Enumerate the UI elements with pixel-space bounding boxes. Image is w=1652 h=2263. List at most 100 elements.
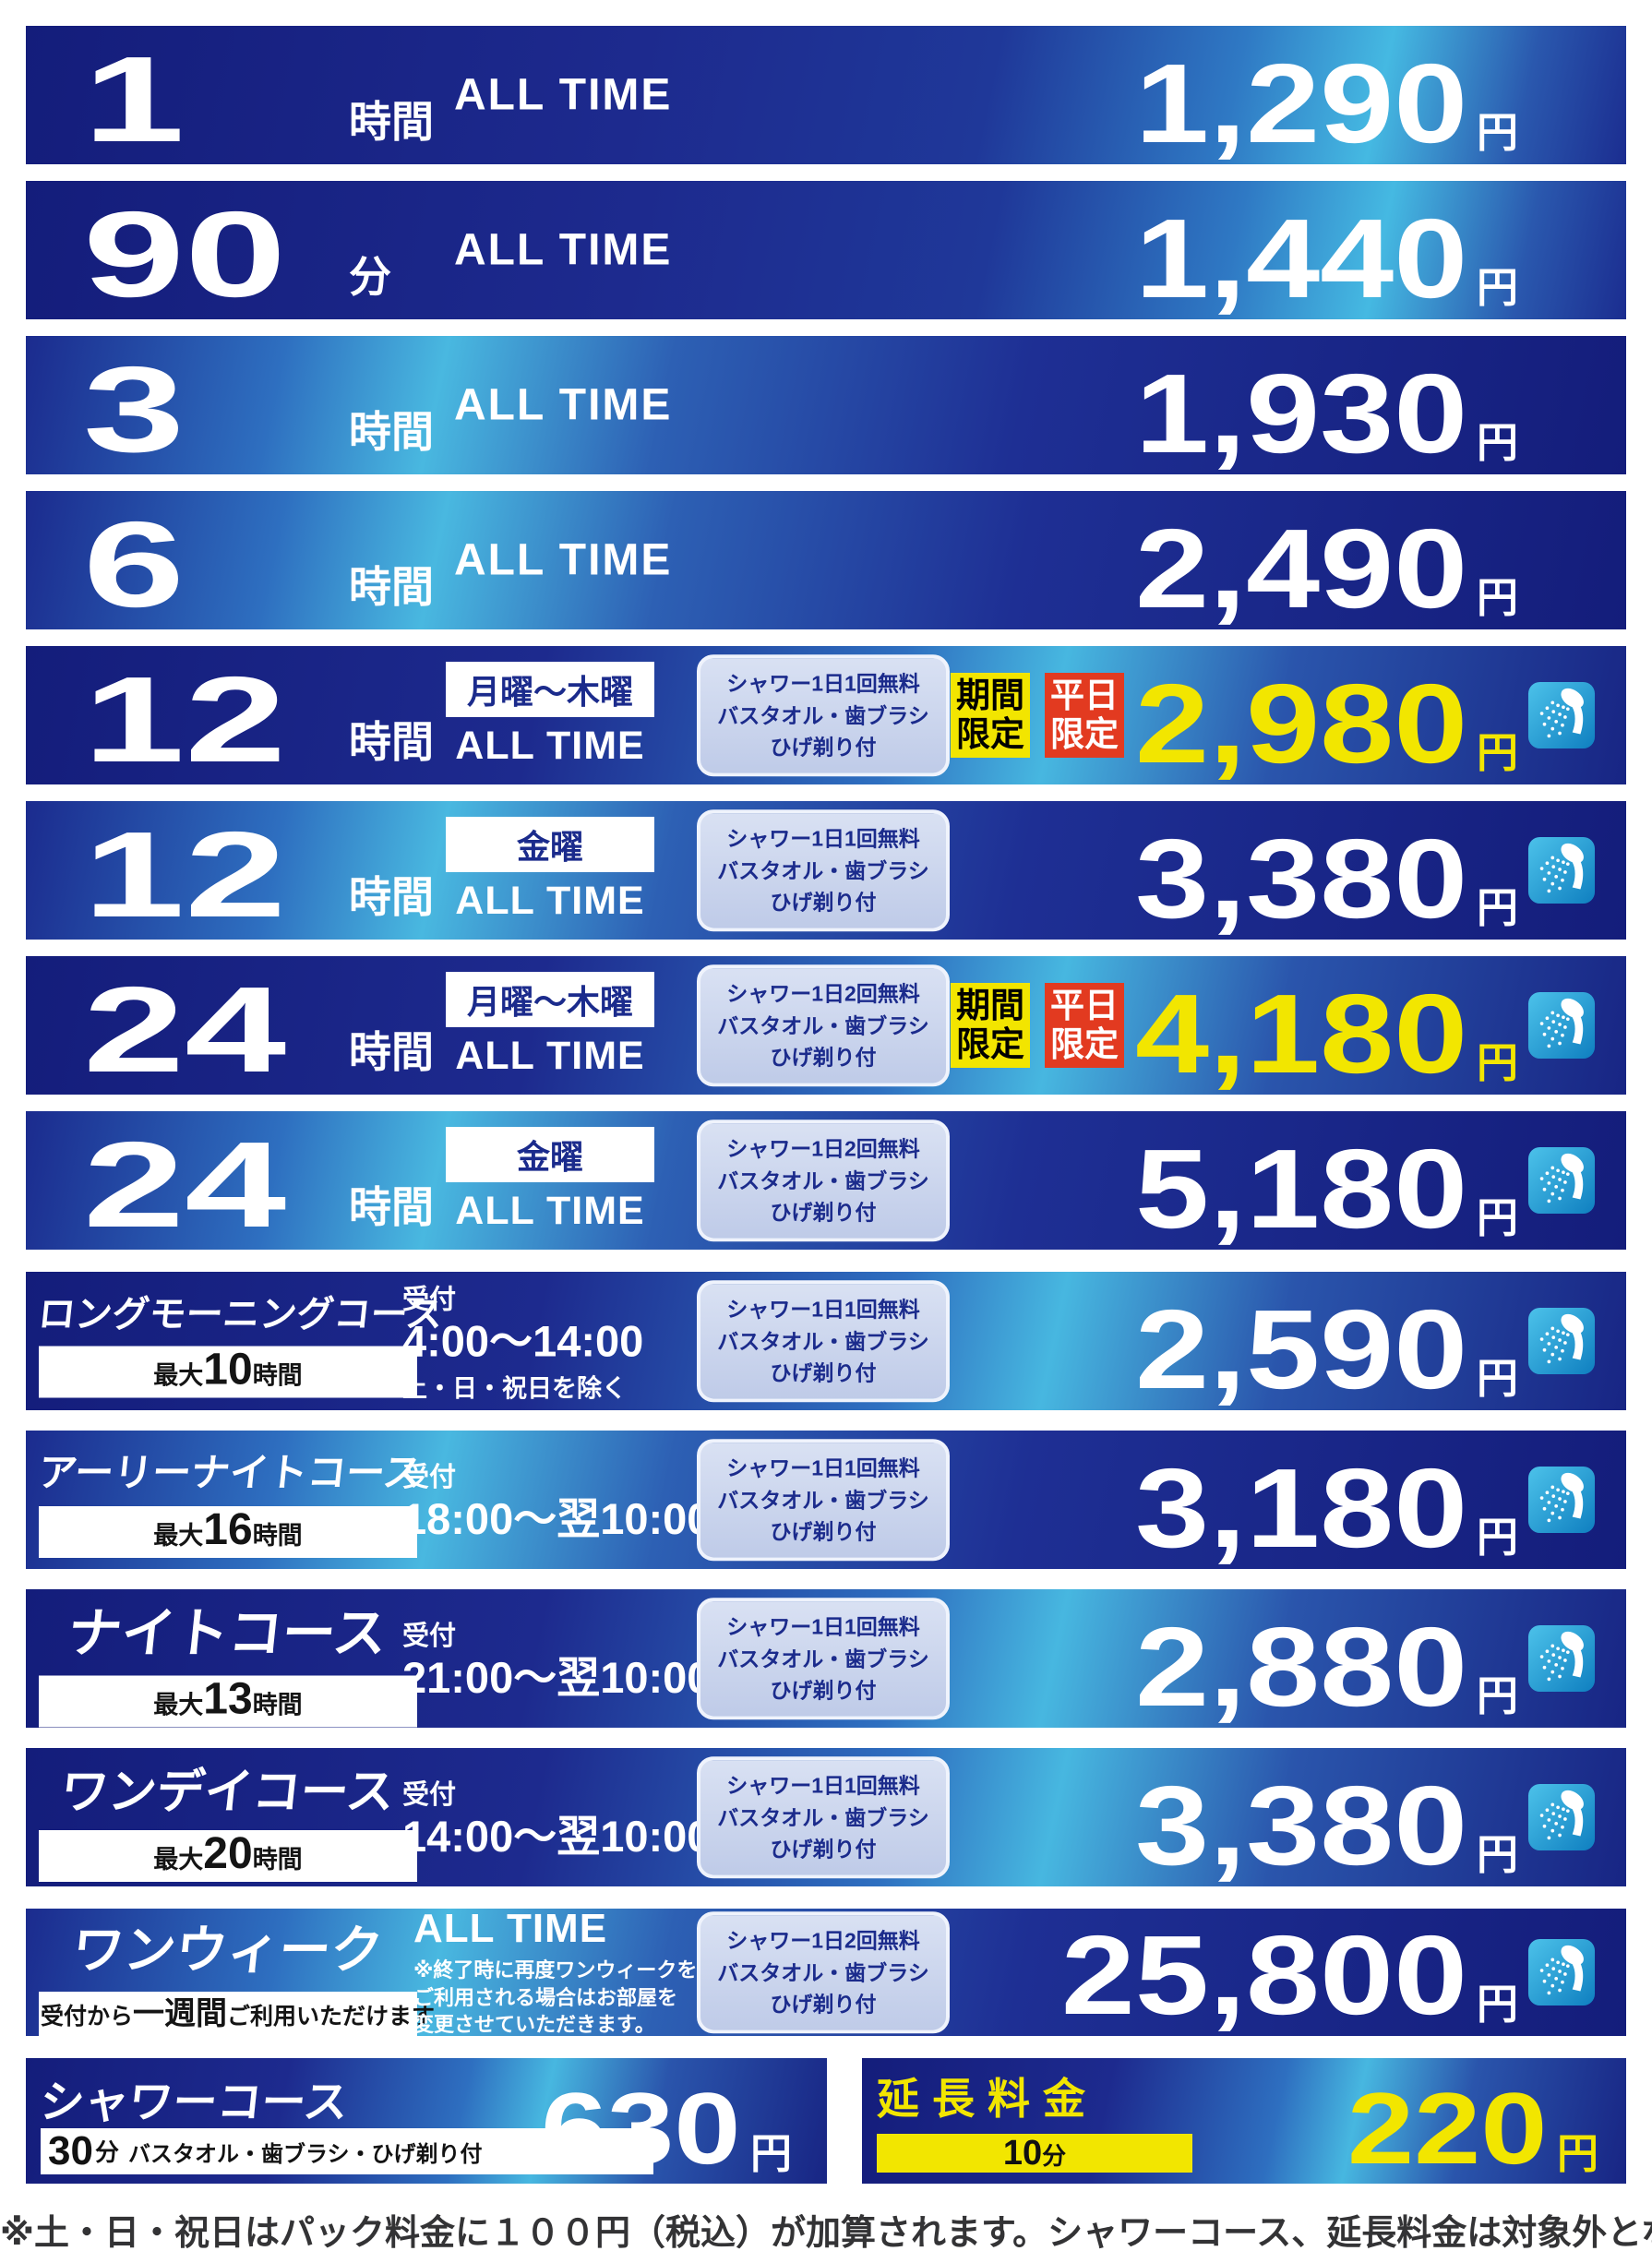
duration-unit: 時間: [349, 563, 434, 611]
yen-suffix: 円: [1476, 1981, 1518, 2028]
day-label: 金曜: [446, 1127, 654, 1182]
duration: 3 時間: [83, 345, 508, 470]
duration-number: 24: [83, 1116, 287, 1252]
max-number: 10: [203, 1345, 253, 1395]
yen-suffix: 円: [1476, 884, 1518, 931]
row-early-night-course: アーリーナイトコース 最大16時間 受付 18:00～翌10:00 シャワー1日…: [26, 1431, 1626, 1569]
max-number: 13: [203, 1674, 253, 1724]
day-label: 月曜～木曜: [446, 972, 654, 1027]
all-time-label: ALL TIME: [455, 1034, 645, 1078]
price: 220 円: [1347, 2078, 1598, 2180]
max-hours-box: 最大16時間: [39, 1506, 417, 1558]
duration-number: 1: [83, 30, 186, 167]
price: 3,380 円: [1135, 1768, 1518, 1881]
price-number: 3,380: [1134, 1762, 1467, 1888]
max-hours-box: 最大10時間: [39, 1345, 417, 1398]
row-one-day-course: ワンデイコース 最大20時間 受付 14:00～翌10:00 シャワー1日1回無…: [26, 1748, 1626, 1886]
max-number: 16: [203, 1505, 253, 1554]
reception-label: 受付: [402, 1779, 457, 1810]
duration-unit: 時間: [349, 873, 434, 921]
sub-prefix: 受付から: [41, 2004, 134, 2030]
course-name: ロングモーニングコース: [36, 1294, 445, 1335]
duration: 24 時間: [83, 1116, 508, 1252]
max-hours-box: 最大20時間: [39, 1830, 417, 1882]
max-hours-box: 最大13時間: [39, 1674, 417, 1728]
reception-note: 土・日・祝日を除く: [402, 1374, 627, 1403]
duration: 12 時間: [83, 651, 508, 787]
price-number: 5,180: [1134, 1125, 1467, 1251]
one-week-usage-box: 受付から一週間ご利用いただけます: [39, 1992, 435, 2036]
schedule-column: ALL TIME ※終了時に再度ワンウィークを ご利用される場合はお部屋を 変更…: [413, 1906, 709, 2039]
price: 2,490 円: [1135, 511, 1518, 624]
shower-course-box: シャワーコース 30 分 バスタオル・歯ブラシ・ひげ剃り付 630 円: [26, 2058, 827, 2184]
yen-suffix: 円: [1476, 264, 1518, 311]
all-time-label: ALL TIME: [454, 70, 673, 120]
reception-column: 受付 14:00～翌10:00: [402, 1773, 711, 1862]
sub-big: 一週間: [133, 1996, 228, 2031]
course-column: ワンウィーク 受付から一週間ご利用いただけます: [39, 1909, 435, 2036]
price: 2,880 円: [1135, 1610, 1518, 1722]
price: 3,180 円: [1135, 1451, 1518, 1563]
shower-icon: [1527, 836, 1596, 904]
price: 2,590 円: [1135, 1292, 1518, 1405]
duration: 6 時間: [83, 496, 508, 632]
shower-icon: [1527, 1938, 1596, 2006]
weekday-only-badge: 平日限定: [1045, 673, 1124, 758]
all-time-label: ALL TIME: [454, 535, 673, 585]
price-number: 25,800: [1060, 1911, 1467, 2038]
max-suffix: 時間: [252, 1361, 303, 1390]
row-12hours-weekday: 12 時間 月曜～木曜 ALL TIME シャワー1日1回無料 バスタオル・歯ブ…: [26, 646, 1626, 784]
schedule-note: ※終了時に再度ワンウィークを ご利用される場合はお部屋を 変更させていただきます…: [413, 1958, 698, 2037]
course-name: ワンウィーク: [69, 1921, 386, 1979]
yen-suffix: 円: [1476, 574, 1518, 621]
reception-time: 4:00～14:00: [402, 1316, 644, 1366]
duration-unit: 分: [349, 253, 391, 301]
duration: 90 分: [83, 186, 508, 322]
duration-number: 12: [83, 806, 287, 942]
max-prefix: 最大: [153, 1691, 204, 1719]
yen-suffix: 円: [1476, 1194, 1518, 1241]
duration-number: 12: [83, 651, 287, 787]
extension-minutes-box: 10分: [877, 2134, 1192, 2173]
amenity-box: シャワー1日1回無料 バスタオル・歯ブラシ ひげ剃り付: [697, 1439, 950, 1561]
duration-number: 6: [83, 496, 186, 632]
yen-suffix: 円: [1476, 1672, 1518, 1719]
amenity-box: シャワー1日1回無料 バスタオル・歯ブラシ ひげ剃り付: [697, 1756, 950, 1878]
price: 25,800 円: [1061, 1918, 1518, 2030]
day-label: 金曜: [446, 817, 654, 872]
amenity-box: シャワー1日1回無料 バスタオル・歯ブラシ ひげ剃り付: [697, 654, 950, 776]
reception-column: 受付 18:00～翌10:00: [402, 1455, 711, 1544]
shower-icon: [1527, 1146, 1596, 1215]
price-number: 630: [541, 2072, 741, 2186]
yen-suffix: 円: [1556, 2130, 1598, 2177]
shower-icon: [1527, 1624, 1596, 1693]
yen-suffix: 円: [749, 2130, 792, 2177]
course-name: アーリーナイトコース: [36, 1451, 425, 1494]
schedule-column: 金曜 ALL TIME: [439, 1127, 661, 1234]
all-time-label: ALL TIME: [455, 879, 645, 923]
shower-course-minutes: 30: [48, 2128, 93, 2173]
duration-unit: 時間: [349, 408, 434, 456]
yen-suffix: 円: [1476, 729, 1518, 776]
row-12hours-friday: 12 時間 金曜 ALL TIME シャワー1日1回無料 バスタオル・歯ブラシ …: [26, 801, 1626, 940]
price: 1,440 円: [1135, 201, 1518, 314]
max-prefix: 最大: [153, 1846, 204, 1874]
price: 4,180 円: [1135, 976, 1518, 1089]
row-24hours-weekday: 24 時間 月曜～木曜 ALL TIME シャワー1日2回無料 バスタオル・歯ブ…: [26, 956, 1626, 1095]
sub-suffix: ご利用いただけます: [227, 2004, 436, 2030]
duration-unit: 時間: [349, 1183, 434, 1231]
reception-column: 受付 21:00～翌10:00: [402, 1614, 711, 1703]
duration-number: 90: [83, 186, 287, 322]
row-1hour: 1 時間 ALL TIME 1,290 円: [26, 26, 1626, 164]
price-number: 1,930: [1134, 350, 1467, 476]
reception-time: 18:00～翌10:00: [402, 1493, 712, 1543]
course-column: ワンデイコース 最大20時間: [39, 1753, 417, 1882]
course-name: ナイトコース: [65, 1603, 390, 1664]
duration-number: 24: [83, 961, 287, 1097]
row-long-morning-course: ロングモーニングコース 最大10時間 受付 4:00～14:00 土・日・祝日を…: [26, 1272, 1626, 1410]
price: 1,290 円: [1135, 46, 1518, 159]
yen-suffix: 円: [1476, 1514, 1518, 1561]
row-24hours-friday: 24 時間 金曜 ALL TIME シャワー1日2回無料 バスタオル・歯ブラシ …: [26, 1111, 1626, 1250]
limited-period-badge: 期間限定: [951, 673, 1030, 758]
shower-course-detail-box: 30 分 バスタオル・歯ブラシ・ひげ剃り付: [41, 2128, 653, 2174]
